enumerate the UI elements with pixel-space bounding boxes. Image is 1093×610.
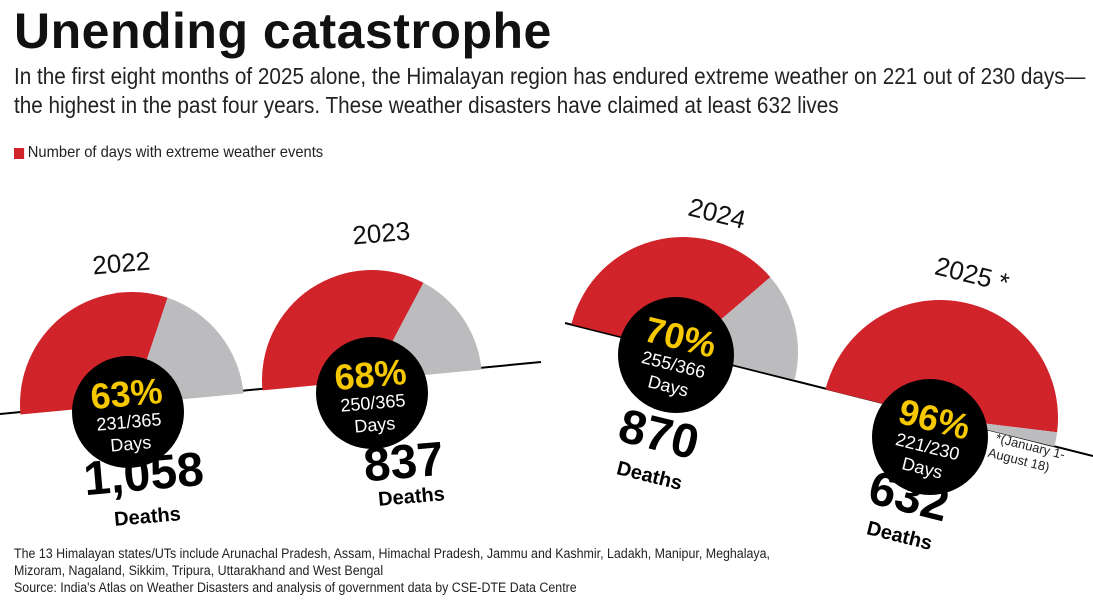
days-unit-label: Days (353, 413, 396, 436)
deaths-value: 837 (361, 433, 445, 493)
source-note: Source: India's Atlas on Weather Disaste… (14, 580, 577, 595)
days-unit-label: Days (109, 432, 152, 455)
percent-label: 63% (89, 370, 164, 417)
legend: Number of days with extreme weather even… (14, 144, 323, 162)
chart-subtitle: In the first eight months of 2025 alone,… (14, 63, 1086, 118)
year-label: 2024 (685, 192, 748, 235)
deaths-label: Deaths (113, 503, 181, 531)
extreme-days-arc (571, 237, 771, 352)
center-circle (72, 356, 184, 468)
deaths-value: 1,058 (82, 443, 206, 506)
extreme-days-arc (825, 300, 1058, 433)
legend-label: Number of days with extreme weather even… (27, 144, 324, 161)
notes: The 13 Himalayan states/UTs include Arun… (14, 545, 824, 596)
legend-swatch-extreme (14, 147, 25, 159)
chart-title: Unending catastrophe (14, 3, 552, 59)
year-label: 2023 (351, 216, 411, 251)
states-note: The 13 Himalayan states/UTs include Arun… (14, 546, 770, 578)
center-circle (618, 297, 734, 413)
center-circle (316, 337, 428, 449)
center-circle (872, 379, 988, 495)
extreme-days-arc (262, 270, 424, 391)
percent-label: 68% (333, 351, 408, 398)
year-label: 2025 * (932, 251, 1012, 298)
year-label: 2022 (91, 246, 151, 281)
deaths-label: Deaths (377, 483, 445, 511)
